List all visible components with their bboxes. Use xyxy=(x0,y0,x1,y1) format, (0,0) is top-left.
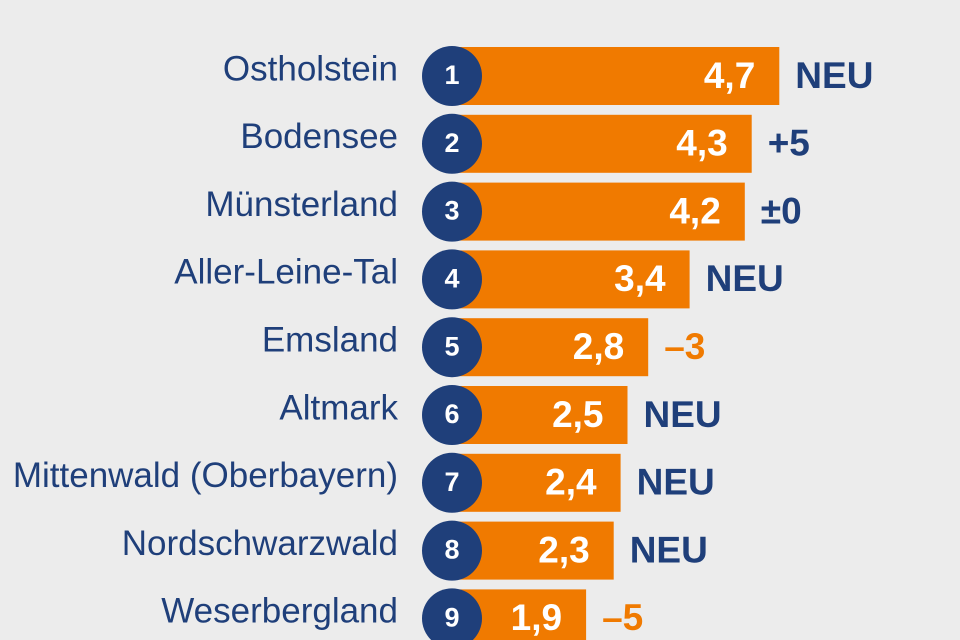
bar xyxy=(455,250,690,309)
bar xyxy=(455,114,752,173)
change-label: ±0 xyxy=(761,190,802,231)
rank-number: 4 xyxy=(444,264,459,294)
value-label: 2,5 xyxy=(552,394,603,435)
rank-number: 9 xyxy=(444,603,459,633)
category-label: Aller-Leine-Tal xyxy=(174,253,398,292)
rank-number: 2 xyxy=(444,128,459,158)
bar-row: Mittenwald (Oberbayern) 7 2,4 NEU xyxy=(13,452,715,513)
change-label: +5 xyxy=(768,123,810,164)
bar xyxy=(455,182,745,241)
change-label: NEU xyxy=(630,529,708,570)
value-label: 4,2 xyxy=(669,190,720,231)
category-label: Altmark xyxy=(279,388,398,427)
bar-row: Ostholstein 1 4,7 NEU xyxy=(223,46,873,106)
rank-badge xyxy=(422,46,482,106)
value-label: 2,4 xyxy=(545,462,597,503)
rank-badge xyxy=(422,588,482,640)
change-label: –3 xyxy=(664,326,705,367)
category-label: Bodensee xyxy=(240,117,398,156)
bar-row: Münsterland 3 4,2 ±0 xyxy=(205,181,802,242)
change-label: NEU xyxy=(706,258,784,299)
change-label: –5 xyxy=(602,597,643,638)
rank-number: 1 xyxy=(444,60,459,90)
category-label: Münsterland xyxy=(205,185,398,224)
category-label: Mittenwald (Oberbayern) xyxy=(13,456,398,495)
category-label: Weserbergland xyxy=(161,592,398,631)
bar-row: Emsland 5 2,8 –3 xyxy=(262,317,705,378)
value-label: 4,3 xyxy=(676,123,727,164)
value-label: 3,4 xyxy=(614,258,666,299)
change-label: NEU xyxy=(644,394,722,435)
category-label: Emsland xyxy=(262,320,398,359)
bar xyxy=(455,318,649,377)
rank-number: 5 xyxy=(444,331,459,361)
bar-row: Nordschwarzwald 8 2,3 NEU xyxy=(122,520,708,581)
bar-row: Aller-Leine-Tal 4 3,4 NEU xyxy=(174,249,784,310)
value-label: 1,9 xyxy=(511,597,562,638)
change-label: NEU xyxy=(795,55,873,96)
rank-badge xyxy=(422,249,482,310)
bar xyxy=(455,386,628,444)
rank-badge xyxy=(422,113,482,174)
value-label: 4,7 xyxy=(704,55,755,96)
change-label: NEU xyxy=(637,462,715,503)
value-label: 2,3 xyxy=(538,529,589,570)
rank-badge xyxy=(422,385,482,445)
rank-number: 7 xyxy=(444,467,459,497)
rank-number: 8 xyxy=(444,535,459,565)
category-label: Ostholstein xyxy=(223,49,398,88)
value-label: 2,8 xyxy=(573,326,624,367)
bar-row: Weserbergland 9 1,9 –5 xyxy=(161,588,643,640)
bar xyxy=(455,47,780,105)
rank-number: 6 xyxy=(444,399,459,429)
category-label: Nordschwarzwald xyxy=(122,524,398,563)
chart-rows: Ostholstein 1 4,7 NEU Bodensee 2 4,3 +5 Münsterl… xyxy=(13,46,873,640)
bar-row: Bodensee 2 4,3 +5 xyxy=(240,113,810,174)
rank-badge xyxy=(422,452,482,513)
rank-badge xyxy=(422,317,482,378)
rank-badge xyxy=(422,520,482,581)
bar xyxy=(455,453,621,512)
rank-badge xyxy=(422,181,482,242)
bar-row: Altmark 6 2,5 NEU xyxy=(279,385,722,445)
rank-number: 3 xyxy=(444,196,459,226)
